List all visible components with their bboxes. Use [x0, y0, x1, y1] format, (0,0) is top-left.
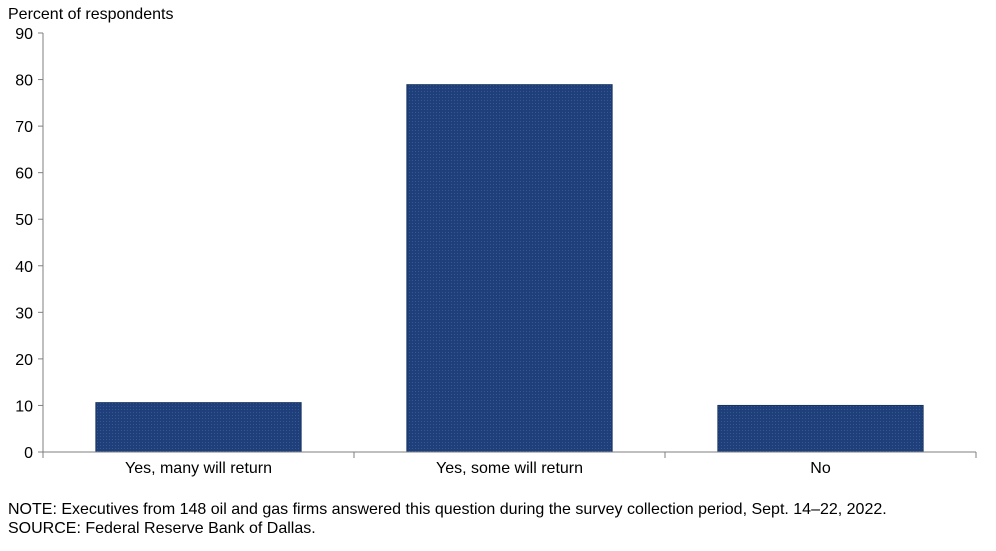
- y-tick-label: 50: [15, 212, 33, 229]
- y-tick-label: 30: [15, 305, 33, 322]
- y-tick-label: 60: [15, 166, 33, 183]
- y-tick-label: 90: [15, 26, 33, 43]
- bar-2: [406, 84, 613, 453]
- y-tick-label: 0: [24, 445, 33, 462]
- x-category-label: No: [810, 460, 831, 477]
- y-tick-label: 20: [15, 352, 33, 369]
- y-tick-label: 40: [15, 259, 33, 276]
- chart-note: NOTE: Executives from 148 oil and gas fi…: [8, 501, 887, 518]
- x-category-label: Yes, some will return: [436, 460, 583, 477]
- y-axis-title: Percent of respondents: [8, 6, 173, 23]
- y-tick-label: 10: [15, 398, 33, 415]
- x-category-label: Yes, many will return: [125, 460, 272, 477]
- bar-3: [717, 404, 924, 453]
- chart-source: SOURCE: Federal Reserve Bank of Dallas.: [8, 520, 316, 537]
- y-tick-label: 80: [15, 73, 33, 90]
- bar-1: [95, 402, 302, 453]
- y-tick-label: 70: [15, 119, 33, 136]
